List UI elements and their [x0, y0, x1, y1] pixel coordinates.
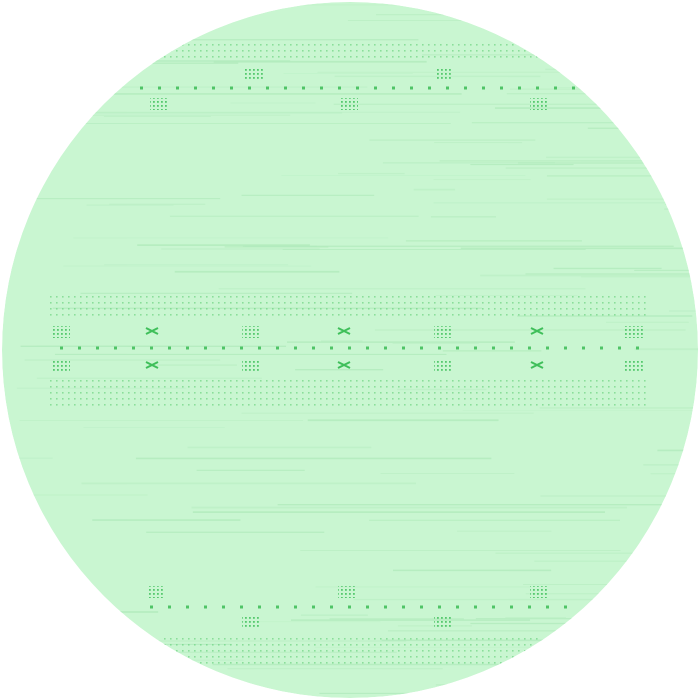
motifs [52, 68, 643, 629]
block-motif [530, 98, 548, 110]
dot-band [160, 638, 540, 664]
block-motif [52, 326, 70, 338]
bow-motif [530, 361, 544, 369]
block-motif [52, 360, 70, 372]
block-motif [340, 98, 358, 110]
dot-band [50, 292, 650, 320]
block-motif [625, 326, 643, 338]
block-motif [338, 586, 356, 598]
block-motif [625, 360, 643, 372]
block-motif [245, 68, 263, 80]
block-motif [147, 586, 165, 598]
block-motif [434, 617, 452, 629]
bow-motif [145, 361, 159, 369]
block-motif [435, 68, 453, 80]
block-motif [434, 360, 452, 372]
block-motif [242, 326, 260, 338]
bow-motif [145, 327, 159, 335]
bow-motif [337, 361, 351, 369]
dot-band [50, 378, 650, 406]
block-motif [530, 586, 548, 598]
block-motif [242, 360, 260, 372]
bow-motif [530, 327, 544, 335]
block-motif [434, 326, 452, 338]
bow-motif [337, 327, 351, 335]
block-motif [150, 98, 168, 110]
block-motif [242, 617, 260, 629]
dot-band [160, 40, 540, 62]
